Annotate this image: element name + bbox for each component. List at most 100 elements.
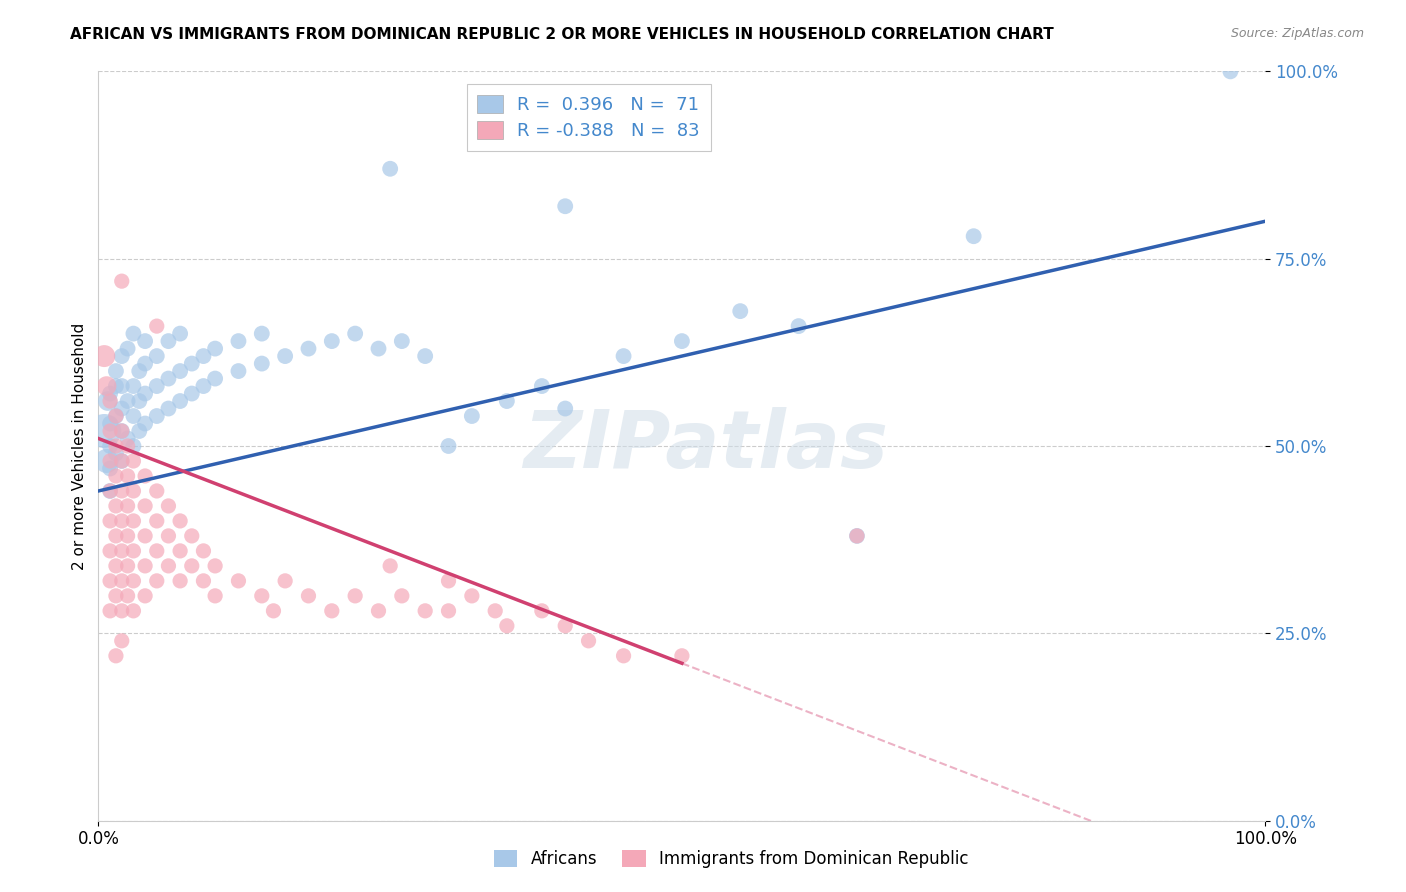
Point [134,469,156,483]
Point [104,364,127,378]
Point [671,648,693,663]
Point [111,454,134,468]
Point [128,394,150,409]
Point [111,401,134,416]
Point [554,619,576,633]
Point [169,326,191,341]
Point [250,589,273,603]
Point [321,604,343,618]
Point [169,514,191,528]
Point [554,199,576,213]
Point [344,589,367,603]
Point [146,544,169,558]
Point [104,409,127,423]
Point [157,334,180,348]
Point [134,357,156,371]
Point [98,394,121,409]
Point [111,633,134,648]
Point [787,319,810,334]
Point [157,529,180,543]
Point [128,424,150,438]
Point [146,349,169,363]
Point [146,319,169,334]
Point [250,326,273,341]
Point [98,483,121,498]
Point [157,371,180,385]
Point [111,604,134,618]
Point [122,439,145,453]
Point [111,424,134,438]
Point [111,349,134,363]
Point [117,529,139,543]
Point [111,274,134,288]
Point [578,633,600,648]
Point [193,574,215,588]
Point [98,417,121,431]
Point [204,342,226,356]
Point [104,469,127,483]
Point [122,409,145,423]
Point [96,379,118,393]
Point [250,357,273,371]
Point [117,432,139,446]
Point [98,439,121,453]
Point [104,589,127,603]
Point [104,558,127,573]
Point [157,401,180,416]
Point [98,514,121,528]
Point [297,589,319,603]
Point [530,379,553,393]
Point [93,349,115,363]
Point [96,454,118,468]
Point [117,469,139,483]
Point [169,364,191,378]
Point [104,409,127,423]
Point [117,499,139,513]
Point [228,364,250,378]
Point [122,454,145,468]
Point [380,161,402,176]
Point [97,394,120,409]
Point [111,379,134,393]
Legend: R =  0.396   N =  71, R = -0.388   N =  83: R = 0.396 N = 71, R = -0.388 N = 83 [467,84,710,151]
Point [437,439,460,453]
Point [122,544,145,558]
Point [321,334,343,348]
Point [962,229,984,244]
Point [730,304,752,318]
Point [111,514,134,528]
Point [380,558,402,573]
Point [134,499,156,513]
Point [146,574,169,588]
Point [134,529,156,543]
Point [391,334,413,348]
Y-axis label: 2 or more Vehicles in Household: 2 or more Vehicles in Household [72,322,87,570]
Point [613,349,636,363]
Point [134,589,156,603]
Point [117,342,139,356]
Point [98,544,121,558]
Point [117,589,139,603]
Point [274,574,297,588]
Point [122,604,145,618]
Point [530,604,553,618]
Point [461,589,484,603]
Point [146,379,169,393]
Point [104,379,127,393]
Point [117,558,139,573]
Point [98,604,121,618]
Point [98,424,121,438]
Point [413,604,436,618]
Point [169,544,191,558]
Point [122,326,145,341]
Text: AFRICAN VS IMMIGRANTS FROM DOMINICAN REPUBLIC 2 OR MORE VEHICLES IN HOUSEHOLD CO: AFRICAN VS IMMIGRANTS FROM DOMINICAN REP… [70,27,1054,42]
Point [413,349,436,363]
Point [262,604,284,618]
Point [180,386,202,401]
Point [180,558,202,573]
Point [134,558,156,573]
Point [437,574,460,588]
Point [193,349,215,363]
Point [367,342,389,356]
Point [228,334,250,348]
